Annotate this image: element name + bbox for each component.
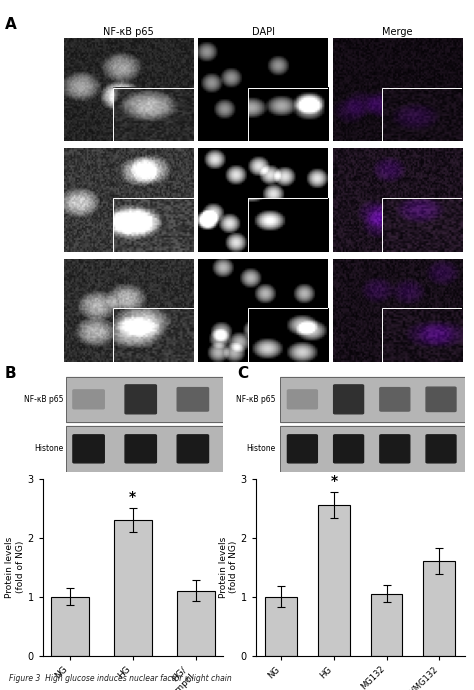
Text: Histone: Histone	[34, 444, 63, 453]
Bar	[66, 426, 223, 472]
Bar	[382, 308, 462, 362]
FancyBboxPatch shape	[125, 435, 156, 463]
Bar	[66, 426, 223, 472]
Bar	[265, 596, 297, 656]
Y-axis label: Protein levels
(fold of NG): Protein levels (fold of NG)	[5, 536, 25, 598]
Text: Histone: Histone	[246, 444, 276, 453]
Bar	[371, 593, 402, 656]
FancyBboxPatch shape	[125, 385, 156, 414]
Bar	[382, 198, 462, 252]
FancyBboxPatch shape	[287, 390, 317, 408]
Bar	[66, 377, 223, 422]
Bar	[280, 377, 465, 422]
Bar	[423, 561, 455, 655]
Bar	[113, 88, 193, 141]
Title: Merge: Merge	[382, 27, 413, 37]
Bar	[382, 88, 462, 141]
FancyBboxPatch shape	[73, 390, 104, 408]
Bar	[280, 426, 465, 472]
FancyBboxPatch shape	[380, 435, 410, 463]
Bar	[51, 596, 89, 656]
Text: *: *	[129, 490, 137, 504]
Text: *: *	[330, 474, 337, 488]
Title: NF-κB p65: NF-κB p65	[103, 27, 154, 37]
FancyBboxPatch shape	[177, 388, 209, 411]
Bar	[66, 377, 223, 422]
Bar	[247, 198, 328, 252]
Bar	[318, 505, 350, 656]
Text: NF-κB p65: NF-κB p65	[237, 395, 276, 404]
FancyBboxPatch shape	[177, 435, 209, 463]
FancyBboxPatch shape	[426, 435, 456, 463]
FancyBboxPatch shape	[334, 435, 364, 463]
FancyBboxPatch shape	[380, 388, 410, 411]
Text: NF-κB p65: NF-κB p65	[24, 395, 63, 404]
Text: Figure 3  High glucose induces nuclear factor κ light chain: Figure 3 High glucose induces nuclear fa…	[9, 674, 232, 683]
Bar	[114, 520, 152, 656]
FancyBboxPatch shape	[73, 435, 104, 463]
Bar	[247, 88, 328, 141]
Text: A: A	[5, 17, 17, 32]
Bar	[280, 377, 465, 422]
Title: DAPI: DAPI	[252, 27, 274, 37]
Bar	[113, 308, 193, 362]
FancyBboxPatch shape	[287, 435, 317, 463]
Text: C: C	[237, 366, 248, 381]
Bar	[247, 308, 328, 362]
Bar	[280, 426, 465, 472]
Bar	[177, 591, 215, 656]
Text: B: B	[5, 366, 17, 381]
FancyBboxPatch shape	[334, 385, 364, 414]
Bar	[113, 198, 193, 252]
Y-axis label: Protein levels
(fold of NG): Protein levels (fold of NG)	[219, 536, 238, 598]
FancyBboxPatch shape	[426, 387, 456, 411]
